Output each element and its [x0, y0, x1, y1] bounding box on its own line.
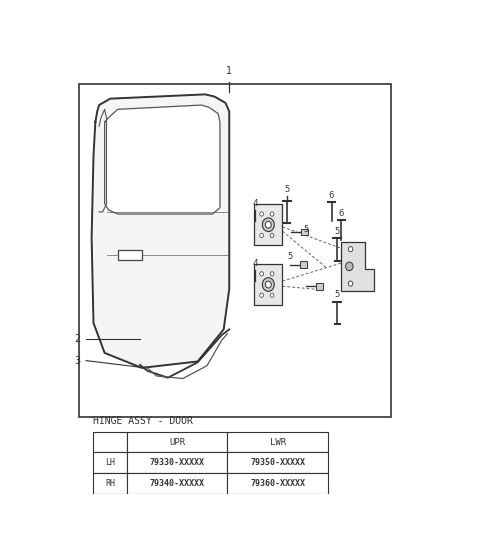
Bar	[228, 452, 328, 473]
Circle shape	[260, 233, 264, 238]
Text: HINGE ASSY - DOOR: HINGE ASSY - DOOR	[94, 416, 193, 426]
Text: LWR: LWR	[270, 438, 286, 447]
Text: 5: 5	[287, 252, 292, 261]
Bar	[254, 204, 282, 245]
Text: 5: 5	[303, 225, 308, 234]
Text: RH: RH	[105, 479, 115, 488]
Bar	[127, 452, 228, 473]
Polygon shape	[92, 94, 229, 368]
Circle shape	[263, 278, 274, 291]
Circle shape	[263, 218, 274, 231]
Circle shape	[260, 272, 264, 276]
Text: 79360-XXXXX: 79360-XXXXX	[250, 479, 305, 488]
Bar	[79, 84, 391, 417]
Bar	[300, 261, 307, 268]
Circle shape	[348, 281, 353, 286]
Circle shape	[260, 293, 264, 297]
Bar	[228, 473, 328, 493]
Text: 5: 5	[335, 227, 340, 236]
Text: 4: 4	[252, 259, 258, 268]
Text: 6: 6	[338, 209, 344, 218]
Text: 79350-XXXXX: 79350-XXXXX	[250, 458, 305, 467]
Text: UPR: UPR	[169, 438, 185, 447]
Circle shape	[270, 272, 274, 276]
Circle shape	[270, 233, 274, 238]
Text: 5: 5	[335, 290, 340, 299]
Text: 2: 2	[74, 334, 81, 344]
Bar	[94, 452, 127, 473]
Text: 79330-XXXXX: 79330-XXXXX	[150, 458, 204, 467]
Bar	[301, 229, 308, 235]
Text: 1: 1	[226, 66, 232, 76]
Circle shape	[265, 221, 271, 228]
Polygon shape	[341, 242, 373, 291]
Bar	[228, 432, 328, 452]
Bar	[127, 473, 228, 493]
Text: 4: 4	[252, 199, 258, 209]
Circle shape	[260, 212, 264, 216]
Circle shape	[265, 281, 271, 288]
Polygon shape	[105, 105, 220, 214]
Text: 3: 3	[74, 356, 81, 366]
Text: 79340-XXXXX: 79340-XXXXX	[150, 479, 204, 488]
Circle shape	[346, 262, 353, 271]
Circle shape	[348, 264, 353, 269]
Text: 6: 6	[329, 191, 334, 200]
Bar	[254, 264, 282, 305]
Circle shape	[270, 293, 274, 297]
Text: LH: LH	[105, 458, 115, 467]
Bar	[316, 283, 323, 290]
Circle shape	[270, 212, 274, 216]
Bar	[118, 250, 142, 260]
Circle shape	[348, 246, 353, 252]
Text: 5: 5	[284, 184, 289, 194]
Bar	[94, 473, 127, 493]
Bar	[127, 432, 228, 452]
Bar	[94, 432, 127, 452]
